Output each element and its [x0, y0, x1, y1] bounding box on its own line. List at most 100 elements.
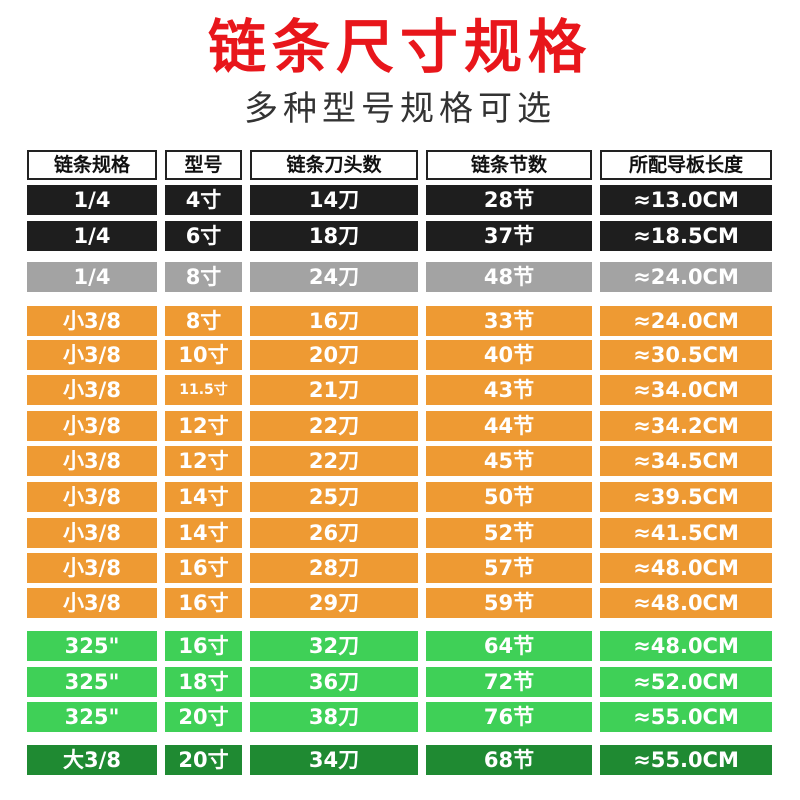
- page-subtitle: 多种型号规格可选: [244, 89, 556, 129]
- cell-bar-length: ≈34.5CM: [600, 446, 772, 476]
- table-row: 1/4 4寸 14刀 28节 ≈13.0CM: [0, 185, 800, 215]
- cell-model: 16寸: [165, 631, 242, 661]
- table-row: 1/4 6寸 18刀 37节 ≈18.5CM: [0, 221, 800, 251]
- cell-links: 57节: [426, 553, 592, 583]
- cell-bar-length: ≈48.0CM: [600, 588, 772, 618]
- cell-teeth: 14刀: [250, 185, 418, 215]
- cell-spec: 大3/8: [27, 745, 157, 775]
- header-links: 链条节数: [426, 150, 592, 180]
- table-header: 链条规格 型号 链条刀头数 链条节数 所配导板长度: [0, 150, 800, 180]
- cell-model: 6寸: [165, 221, 242, 251]
- table-row: 小3/8 14寸 26刀 52节 ≈41.5CM: [0, 518, 800, 548]
- table-row: 325" 16寸 32刀 64节 ≈48.0CM: [0, 631, 800, 661]
- cell-model: 12寸: [165, 446, 242, 476]
- table-row: 小3/8 16寸 29刀 59节 ≈48.0CM: [0, 588, 800, 618]
- cell-spec: 1/4: [27, 262, 157, 292]
- cell-links: 40节: [426, 340, 592, 370]
- table-row: 小3/8 12寸 22刀 44节 ≈34.2CM: [0, 411, 800, 441]
- cell-spec: 1/4: [27, 221, 157, 251]
- cell-links: 50节: [426, 482, 592, 512]
- header-teeth: 链条刀头数: [250, 150, 418, 180]
- cell-bar-length: ≈52.0CM: [600, 667, 772, 697]
- cell-spec: 小3/8: [27, 446, 157, 476]
- table-row: 小3/8 14寸 25刀 50节 ≈39.5CM: [0, 482, 800, 512]
- cell-model: 14寸: [165, 482, 242, 512]
- cell-spec: 小3/8: [27, 375, 157, 405]
- cell-links: 64节: [426, 631, 592, 661]
- cell-model: 18寸: [165, 667, 242, 697]
- cell-teeth: 16刀: [250, 306, 418, 336]
- cell-bar-length: ≈55.0CM: [600, 745, 772, 775]
- cell-links: 45节: [426, 446, 592, 476]
- cell-bar-length: ≈24.0CM: [600, 306, 772, 336]
- cell-teeth: 32刀: [250, 631, 418, 661]
- cell-bar-length: ≈18.5CM: [600, 221, 772, 251]
- cell-links: 37节: [426, 221, 592, 251]
- cell-bar-length: ≈55.0CM: [600, 702, 772, 732]
- cell-spec: 325": [27, 702, 157, 732]
- cell-links: 28节: [426, 185, 592, 215]
- cell-bar-length: ≈34.0CM: [600, 375, 772, 405]
- cell-bar-length: ≈30.5CM: [600, 340, 772, 370]
- cell-model: 20寸: [165, 702, 242, 732]
- cell-teeth: 22刀: [250, 411, 418, 441]
- cell-model: 8寸: [165, 262, 242, 292]
- cell-spec: 小3/8: [27, 411, 157, 441]
- cell-model: 16寸: [165, 588, 242, 618]
- table-row: 325" 18寸 36刀 72节 ≈52.0CM: [0, 667, 800, 697]
- cell-teeth: 24刀: [250, 262, 418, 292]
- table-row: 325" 20寸 38刀 76节 ≈55.0CM: [0, 702, 800, 732]
- header-spec: 链条规格: [27, 150, 157, 180]
- cell-links: 76节: [426, 702, 592, 732]
- cell-teeth: 25刀: [250, 482, 418, 512]
- cell-model: 11.5寸: [165, 375, 242, 405]
- cell-model: 10寸: [165, 340, 242, 370]
- cell-teeth: 21刀: [250, 375, 418, 405]
- cell-spec: 小3/8: [27, 588, 157, 618]
- cell-links: 48节: [426, 262, 592, 292]
- cell-model: 16寸: [165, 553, 242, 583]
- cell-spec: 小3/8: [27, 518, 157, 548]
- cell-teeth: 38刀: [250, 702, 418, 732]
- cell-bar-length: ≈34.2CM: [600, 411, 772, 441]
- cell-bar-length: ≈13.0CM: [600, 185, 772, 215]
- table-row: 大3/8 20寸 34刀 68节 ≈55.0CM: [0, 745, 800, 775]
- cell-teeth: 34刀: [250, 745, 418, 775]
- cell-links: 68节: [426, 745, 592, 775]
- header-bar-length: 所配导板长度: [600, 150, 772, 180]
- cell-model: 20寸: [165, 745, 242, 775]
- table-row: 小3/8 11.5寸 21刀 43节 ≈34.0CM: [0, 375, 800, 405]
- cell-spec: 小3/8: [27, 553, 157, 583]
- table-row: 小3/8 10寸 20刀 40节 ≈30.5CM: [0, 340, 800, 370]
- cell-spec: 小3/8: [27, 306, 157, 336]
- cell-teeth: 26刀: [250, 518, 418, 548]
- cell-links: 44节: [426, 411, 592, 441]
- cell-teeth: 18刀: [250, 221, 418, 251]
- cell-spec: 小3/8: [27, 482, 157, 512]
- cell-spec: 325": [27, 631, 157, 661]
- cell-teeth: 29刀: [250, 588, 418, 618]
- cell-links: 72节: [426, 667, 592, 697]
- cell-teeth: 28刀: [250, 553, 418, 583]
- table-row: 1/4 8寸 24刀 48节 ≈24.0CM: [0, 262, 800, 292]
- cell-model: 14寸: [165, 518, 242, 548]
- table-row: 小3/8 16寸 28刀 57节 ≈48.0CM: [0, 553, 800, 583]
- cell-bar-length: ≈24.0CM: [600, 262, 772, 292]
- cell-model: 12寸: [165, 411, 242, 441]
- page-title: 链条尺寸规格: [207, 13, 592, 81]
- cell-bar-length: ≈48.0CM: [600, 631, 772, 661]
- cell-teeth: 36刀: [250, 667, 418, 697]
- cell-spec: 325": [27, 667, 157, 697]
- cell-bar-length: ≈39.5CM: [600, 482, 772, 512]
- cell-model: 8寸: [165, 306, 242, 336]
- table-row: 小3/8 12寸 22刀 45节 ≈34.5CM: [0, 446, 800, 476]
- cell-links: 43节: [426, 375, 592, 405]
- cell-bar-length: ≈41.5CM: [600, 518, 772, 548]
- cell-links: 59节: [426, 588, 592, 618]
- cell-model: 4寸: [165, 185, 242, 215]
- cell-links: 33节: [426, 306, 592, 336]
- cell-spec: 1/4: [27, 185, 157, 215]
- cell-teeth: 20刀: [250, 340, 418, 370]
- cell-links: 52节: [426, 518, 592, 548]
- cell-teeth: 22刀: [250, 446, 418, 476]
